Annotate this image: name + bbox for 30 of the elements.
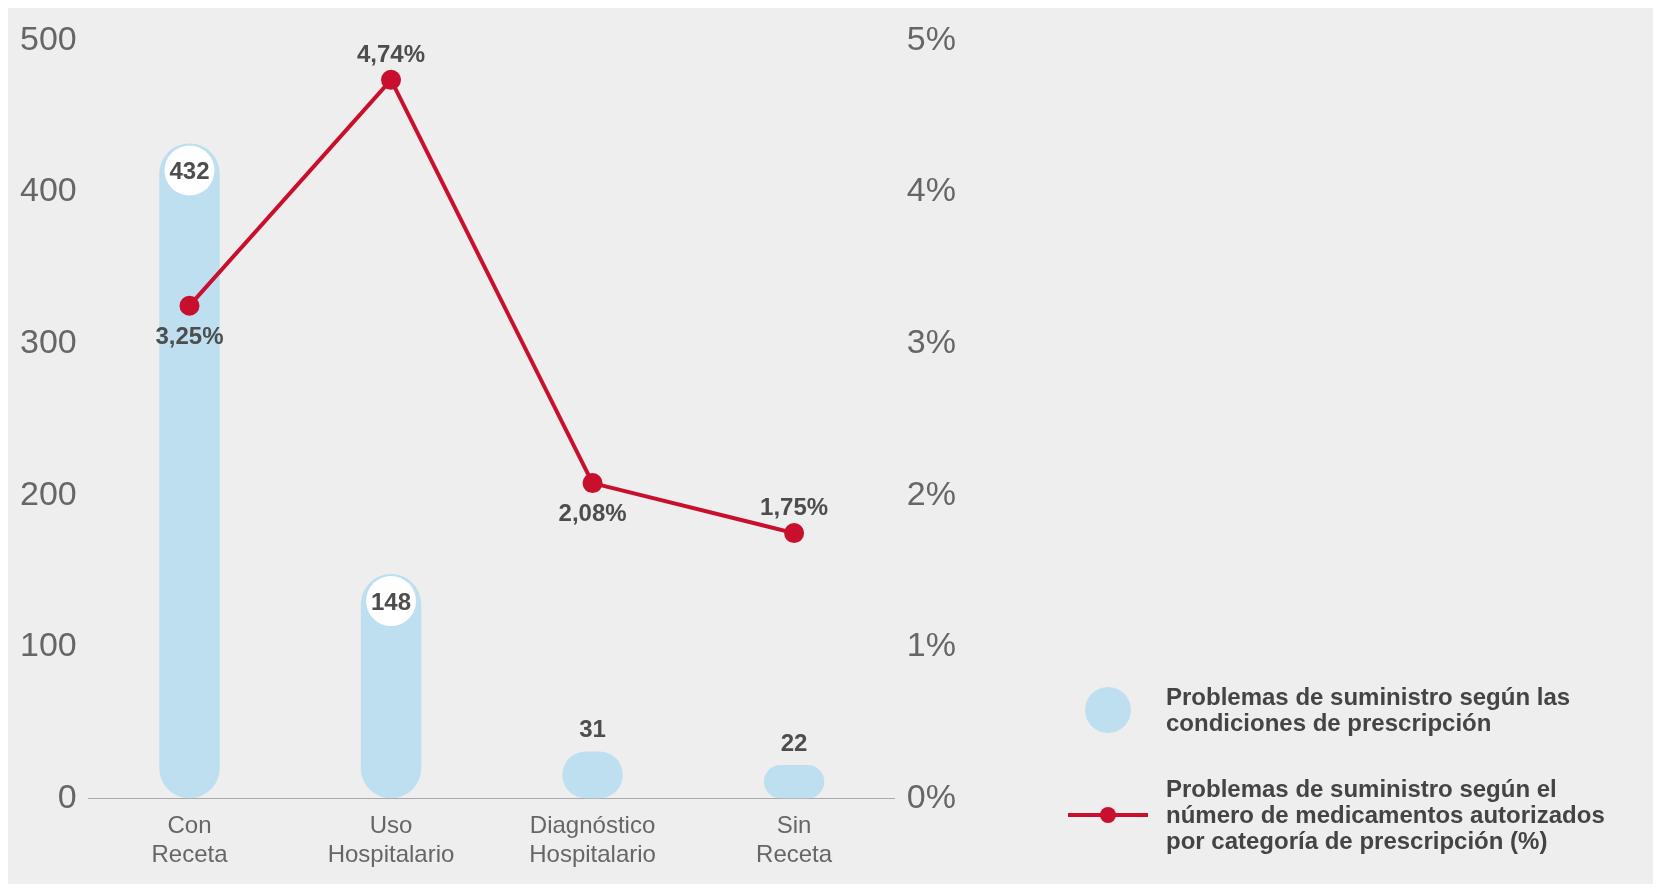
- data-label: 3,25%: [155, 321, 224, 349]
- data-label: 31: [579, 715, 606, 743]
- data-label: 432: [169, 157, 210, 185]
- x-tick-label: Uso Hospitalario: [327, 811, 455, 868]
- legend-label: Problemas de suministro según el número de medicamentos autorizados por categoría de prescripción (%): [1166, 775, 1606, 854]
- point: [582, 473, 603, 494]
- y2-tick-label: 5%: [906, 18, 956, 57]
- data-label: 2,08%: [558, 499, 627, 527]
- point: [179, 295, 200, 316]
- y-tick-label: 400: [19, 170, 77, 209]
- y-tick-label: 100: [19, 625, 77, 664]
- data-label: 1,75%: [760, 493, 829, 521]
- y-tick-label: 500: [19, 18, 77, 57]
- y-tick-label: 300: [19, 321, 77, 360]
- y2-tick-label: 3%: [906, 321, 956, 360]
- legend-label: Problemas de suministro según las condiciones de prescripción: [1166, 683, 1572, 736]
- x-tick-label: Con Receta: [151, 811, 229, 868]
- x-tick-label: Sin Receta: [756, 811, 833, 868]
- y2-tick-label: 4%: [906, 170, 956, 209]
- y2-tick-label: 2%: [906, 473, 956, 512]
- data-label: 22: [780, 729, 808, 757]
- point: [381, 69, 402, 90]
- data-label: 148: [371, 588, 412, 616]
- y-tick-label: 200: [19, 473, 77, 512]
- y-tick-label: 0: [57, 776, 77, 815]
- data-label: 4,74%: [357, 39, 426, 67]
- y2-tick-label: 0%: [906, 776, 956, 815]
- point: [784, 523, 805, 544]
- y2-tick-label: 1%: [906, 625, 956, 664]
- x-tick-label: Diagnóstico Hospitalario: [529, 811, 656, 868]
